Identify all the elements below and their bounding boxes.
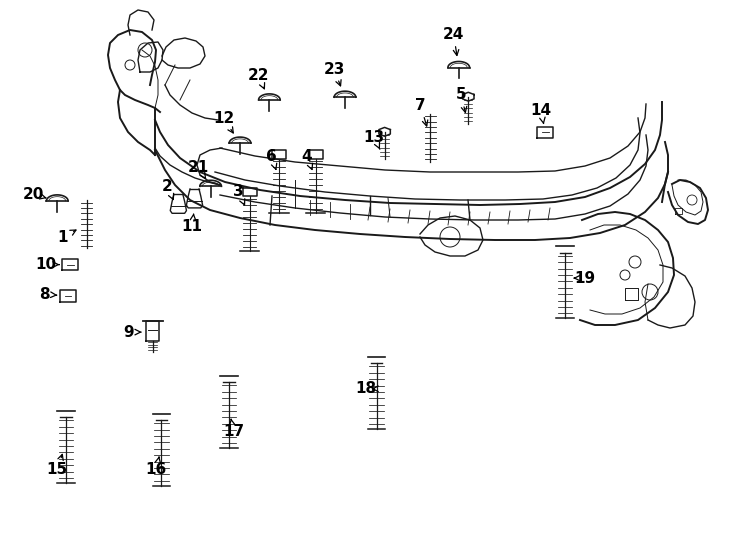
Text: 13: 13 bbox=[364, 130, 385, 145]
Text: 7: 7 bbox=[415, 98, 426, 113]
Text: 14: 14 bbox=[531, 103, 551, 118]
Text: 1: 1 bbox=[57, 230, 68, 245]
Text: 2: 2 bbox=[162, 179, 172, 194]
Text: 6: 6 bbox=[266, 149, 277, 164]
Text: 18: 18 bbox=[355, 381, 376, 396]
Text: 19: 19 bbox=[575, 271, 595, 286]
Text: 21: 21 bbox=[188, 160, 208, 175]
Text: 12: 12 bbox=[214, 111, 234, 126]
Text: 17: 17 bbox=[223, 424, 244, 440]
Text: 20: 20 bbox=[22, 187, 44, 202]
Text: 5: 5 bbox=[456, 87, 466, 102]
Text: 24: 24 bbox=[443, 26, 465, 42]
Text: 4: 4 bbox=[302, 149, 312, 164]
Text: 16: 16 bbox=[146, 462, 167, 477]
Text: 22: 22 bbox=[247, 68, 269, 83]
Text: 10: 10 bbox=[36, 257, 57, 272]
Text: 23: 23 bbox=[323, 62, 345, 77]
Text: 11: 11 bbox=[182, 219, 203, 234]
Text: 3: 3 bbox=[233, 184, 244, 199]
Text: 9: 9 bbox=[123, 325, 134, 340]
Text: 8: 8 bbox=[39, 287, 49, 302]
Text: 15: 15 bbox=[47, 462, 68, 477]
